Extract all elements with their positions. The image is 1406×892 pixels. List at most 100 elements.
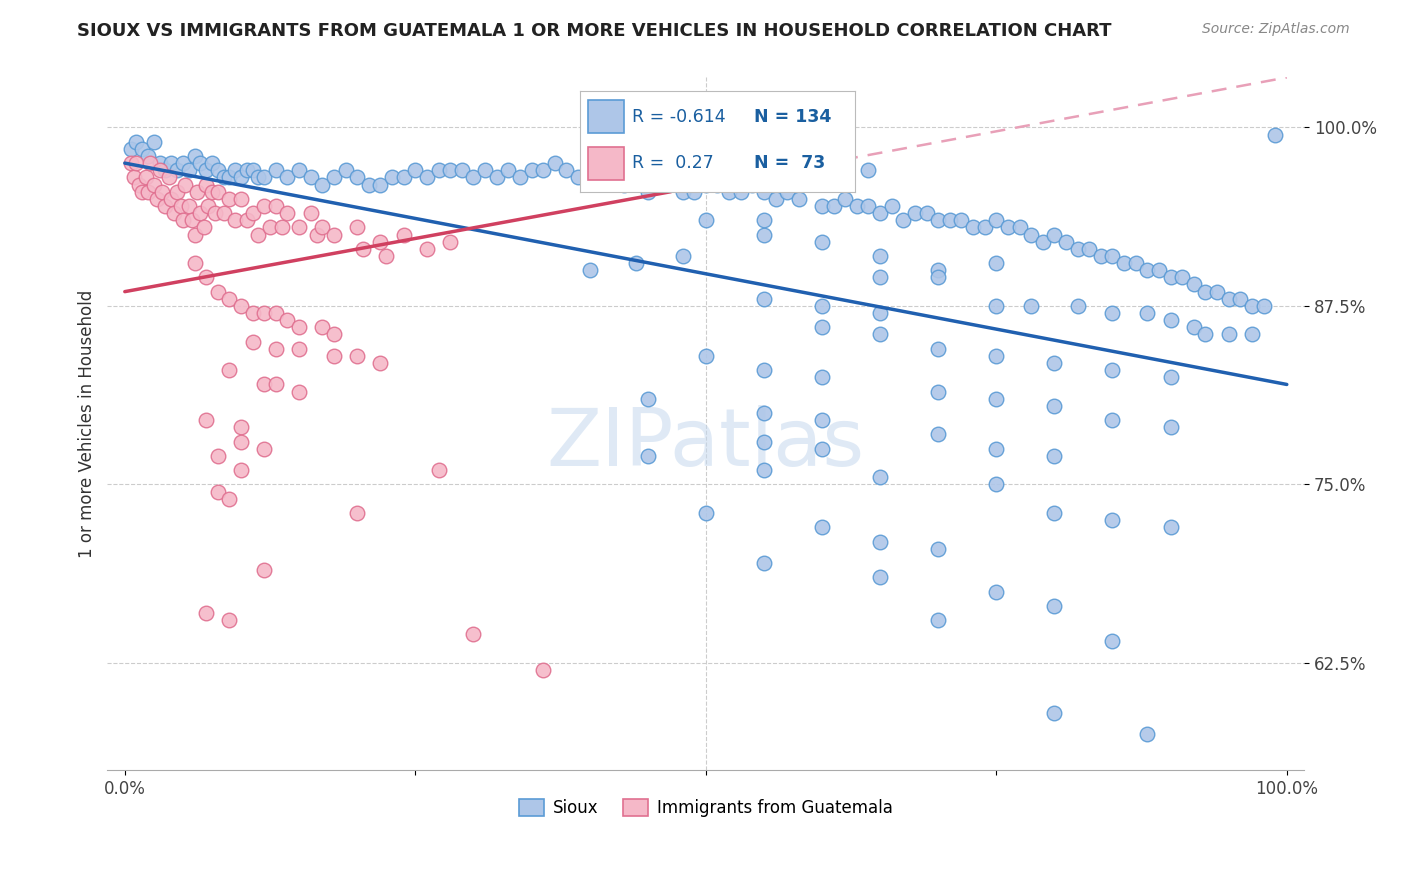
Point <box>752 185 775 199</box>
Point <box>1043 227 1066 242</box>
Point <box>1194 285 1216 299</box>
Point <box>1101 249 1123 263</box>
Point <box>125 135 148 149</box>
Point <box>858 163 880 178</box>
Point <box>242 306 264 320</box>
Point <box>718 185 741 199</box>
Point <box>869 470 891 484</box>
Point <box>131 142 153 156</box>
Point <box>183 227 205 242</box>
Point <box>811 442 834 456</box>
Point <box>485 170 508 185</box>
Point <box>439 235 461 249</box>
Point <box>288 163 311 178</box>
Point <box>136 185 159 199</box>
Point <box>927 384 949 399</box>
Point <box>224 213 246 227</box>
Point <box>986 584 1008 599</box>
Point <box>357 178 380 192</box>
Point <box>1240 299 1263 313</box>
Point <box>264 199 287 213</box>
Point <box>212 206 235 220</box>
Point <box>169 199 191 213</box>
Point <box>915 206 938 220</box>
Point <box>218 170 240 185</box>
Point <box>1136 263 1159 277</box>
Point <box>207 285 229 299</box>
Point <box>439 163 461 178</box>
Point <box>891 213 914 227</box>
Point <box>229 299 252 313</box>
Point <box>1101 634 1123 648</box>
Point <box>578 263 600 277</box>
Point <box>229 434 252 449</box>
Point <box>288 220 311 235</box>
Point <box>162 206 184 220</box>
Point <box>927 270 949 285</box>
Point <box>1066 242 1088 256</box>
Point <box>264 342 287 356</box>
Point <box>1032 235 1054 249</box>
Point <box>683 185 706 199</box>
Point <box>1182 277 1205 292</box>
Point <box>229 420 252 434</box>
Point <box>544 156 567 170</box>
Point <box>811 370 834 384</box>
Point <box>531 663 554 677</box>
Point <box>474 163 496 178</box>
Point <box>695 349 717 363</box>
Point <box>212 170 235 185</box>
Point <box>128 178 150 192</box>
Point <box>142 135 165 149</box>
Point <box>288 342 311 356</box>
Point <box>122 170 145 185</box>
Point <box>174 178 197 192</box>
Point <box>939 213 962 227</box>
Point <box>869 206 891 220</box>
Point <box>242 206 264 220</box>
Point <box>671 185 693 199</box>
Point <box>986 442 1008 456</box>
Point <box>671 249 693 263</box>
Point <box>555 163 578 178</box>
Point <box>1240 327 1263 342</box>
Point <box>637 392 659 406</box>
Point <box>1043 449 1066 463</box>
Point <box>381 170 404 185</box>
Point <box>270 220 292 235</box>
Point <box>142 178 165 192</box>
Point <box>752 406 775 420</box>
Point <box>186 185 208 199</box>
Point <box>346 349 368 363</box>
Point <box>370 235 392 249</box>
Point <box>427 463 450 477</box>
Point <box>346 220 368 235</box>
Point <box>218 192 240 206</box>
Point <box>531 163 554 178</box>
Point <box>288 384 311 399</box>
Point <box>927 342 949 356</box>
Point <box>927 213 949 227</box>
Point <box>1136 727 1159 741</box>
Point <box>195 606 218 620</box>
Point <box>730 185 752 199</box>
Point <box>986 256 1008 270</box>
Point <box>392 227 415 242</box>
Point <box>1218 327 1240 342</box>
Point <box>1114 256 1136 270</box>
Point <box>195 163 218 178</box>
Point <box>927 613 949 627</box>
Point <box>869 570 891 584</box>
Point <box>253 377 276 392</box>
Point <box>1206 285 1229 299</box>
Point <box>986 299 1008 313</box>
Point <box>1078 242 1101 256</box>
Point <box>125 156 148 170</box>
Point <box>1101 413 1123 427</box>
Point <box>146 192 169 206</box>
Point <box>1147 263 1170 277</box>
Point <box>160 192 183 206</box>
Point <box>416 170 439 185</box>
Point <box>1160 370 1182 384</box>
Point <box>370 356 392 370</box>
